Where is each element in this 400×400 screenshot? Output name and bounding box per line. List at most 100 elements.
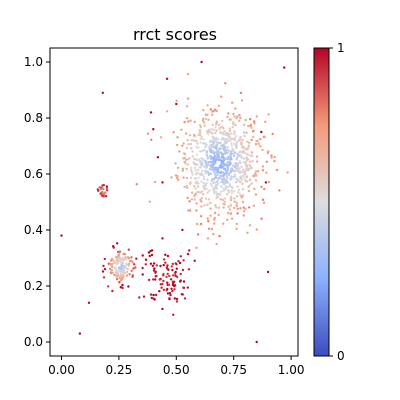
scatter-point [241, 188, 245, 191]
scatter-point [226, 115, 229, 119]
scatter-point [186, 196, 189, 200]
scatter-point [193, 157, 196, 161]
scatter-point [158, 278, 161, 281]
scatter-point [224, 151, 227, 154]
scatter-point [254, 193, 258, 196]
scatter-point [117, 274, 120, 277]
scatter-point [209, 146, 212, 149]
scatter-point [206, 170, 209, 173]
scatter-point [205, 187, 208, 191]
scatter-point [151, 264, 155, 267]
scatter-point [150, 253, 154, 257]
scatter-point [203, 188, 206, 191]
scatter-point [251, 160, 254, 163]
scatter-point [117, 257, 121, 260]
scatter-point [174, 270, 177, 274]
scatter-point [182, 280, 186, 283]
scatter-point [124, 265, 127, 268]
scatter-point [112, 259, 115, 262]
scatter-point [244, 207, 247, 210]
scatter-point [251, 130, 255, 133]
scatter-point [243, 177, 246, 180]
scatter-point [205, 165, 209, 168]
scatter-point [228, 129, 232, 132]
outlier-point [60, 234, 63, 237]
scatter-point [233, 170, 237, 173]
scatter-point [186, 158, 190, 161]
scatter-point [246, 166, 249, 169]
scatter-point [194, 169, 197, 172]
scatter-point [222, 162, 225, 165]
scatter-point [228, 127, 231, 130]
scatter-point [205, 154, 209, 157]
scatter-point [201, 163, 204, 166]
scatter-point [175, 99, 178, 102]
scatter-point [166, 292, 170, 295]
scatter-point [213, 191, 216, 194]
scatter-point [232, 176, 235, 179]
outlier-point [260, 130, 263, 134]
scatter-point [212, 136, 215, 139]
scatter-point [197, 134, 200, 137]
scatter-point [216, 178, 220, 182]
scatter-point [170, 287, 173, 290]
scatter-point [222, 159, 226, 162]
scatter-point [199, 141, 202, 144]
scatter-point [190, 171, 194, 174]
scatter-point [168, 292, 172, 295]
scatter-point [105, 185, 109, 188]
scatter-point [218, 175, 222, 178]
scatter-point [257, 142, 260, 145]
scatter-point [202, 182, 205, 185]
scatter-point [112, 245, 115, 248]
outlier-point [165, 77, 169, 81]
scatter-point [244, 161, 247, 164]
scatter-point [253, 175, 256, 178]
scatter-point [223, 173, 227, 176]
scatter-point [200, 161, 203, 164]
scatter-point [203, 121, 206, 124]
scatter-point [246, 140, 249, 143]
scatter-point [119, 271, 123, 275]
scatter-point [160, 286, 163, 289]
scatter-point [135, 257, 138, 260]
scatter-point [237, 154, 240, 157]
x-tick-label: 0.25 [106, 363, 133, 377]
scatter-point [202, 175, 205, 178]
scatter-point [204, 117, 208, 121]
scatter-point [247, 124, 250, 128]
scatter-point [215, 141, 218, 144]
scatter-point [230, 192, 233, 195]
scatter-point [227, 132, 231, 136]
scatter-point [175, 267, 178, 270]
scatter-point [190, 147, 193, 150]
scatter-point [204, 197, 208, 200]
scatter-point [221, 153, 225, 156]
scatter-point [236, 185, 239, 188]
plot-frame [49, 47, 299, 357]
scatter-point [222, 133, 225, 136]
scatter-point [120, 263, 123, 266]
scatter-point [232, 154, 236, 157]
scatter-point [200, 196, 203, 200]
scatter-point [278, 189, 281, 192]
scatter-point [250, 182, 253, 185]
scatter-point [158, 290, 161, 293]
scatter-point [197, 158, 201, 161]
scatter-point [199, 198, 202, 202]
scatter-point [234, 107, 237, 110]
scatter-point [238, 167, 241, 170]
scatter-point [264, 120, 267, 124]
scatter-point [231, 147, 234, 151]
scatter-point [179, 279, 182, 282]
scatter-point [260, 217, 263, 220]
scatter-point [198, 124, 202, 127]
scatter-point [222, 182, 226, 186]
scatter-point [204, 159, 207, 163]
scatter-point [193, 166, 197, 170]
scatter-point [219, 166, 222, 169]
scatter-point [123, 267, 126, 271]
scatter-point [183, 185, 186, 189]
scatter-point [188, 157, 191, 160]
